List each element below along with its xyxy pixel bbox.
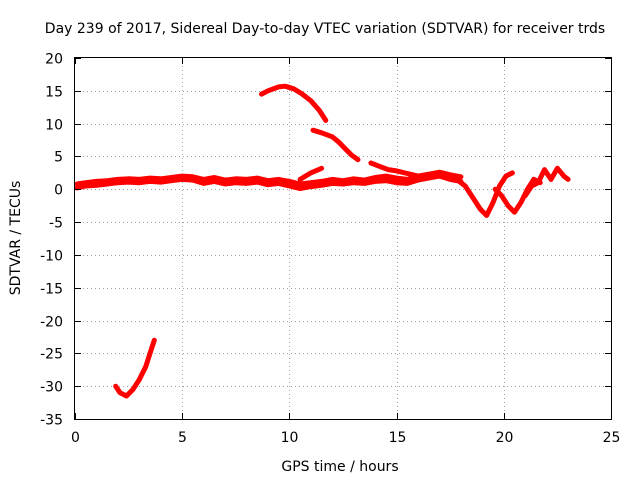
y-tick-label: 10 [45, 118, 63, 134]
x-tick-label: 5 [178, 430, 187, 446]
series-arc-3 [297, 165, 325, 182]
y-tick-label: 0 [54, 183, 63, 199]
y-tick-label: 5 [54, 150, 63, 166]
chart-title: Day 239 of 2017, Sidereal Day-to-day VTE… [45, 21, 605, 37]
x-tick-label: 25 [603, 430, 621, 446]
grid-layer [75, 58, 611, 419]
y-tick-label: 15 [45, 85, 63, 101]
plot-frame [74, 57, 612, 420]
x-tick-label: 0 [71, 430, 80, 446]
y-tick-label: -10 [40, 249, 63, 265]
series-arc-4 [259, 83, 329, 123]
x-tick-label: 10 [281, 430, 299, 446]
x-tick-label: 15 [389, 430, 407, 446]
y-axis-label: SDTVAR / TECUs [8, 181, 24, 296]
series-arc-7 [454, 170, 515, 218]
series-arc-8 [492, 176, 543, 215]
series-arc-1 [74, 169, 464, 187]
series-arc-5 [310, 127, 361, 163]
y-tick-label: -15 [40, 282, 63, 298]
y-tick-label: -35 [40, 413, 63, 429]
y-tick-label: -5 [49, 216, 63, 232]
series-arc-2 [74, 173, 464, 192]
y-tick-label: 20 [45, 52, 63, 68]
series-layer [74, 83, 571, 399]
y-tick-label: -30 [40, 380, 63, 396]
series-arc-9 [522, 165, 571, 199]
x-axis-label: GPS time / hours [281, 459, 398, 475]
y-tick-label: -20 [40, 315, 63, 331]
series-arc-10 [113, 337, 157, 399]
x-tick-label: 20 [496, 430, 514, 446]
series-arc-6 [368, 160, 432, 179]
y-tick-label: -25 [40, 347, 63, 363]
tick-layer: 20 15 10 5 0 -5 -10 -15 -20 -25 -30 -35 0 5 10 15 20 25 [40, 52, 620, 447]
